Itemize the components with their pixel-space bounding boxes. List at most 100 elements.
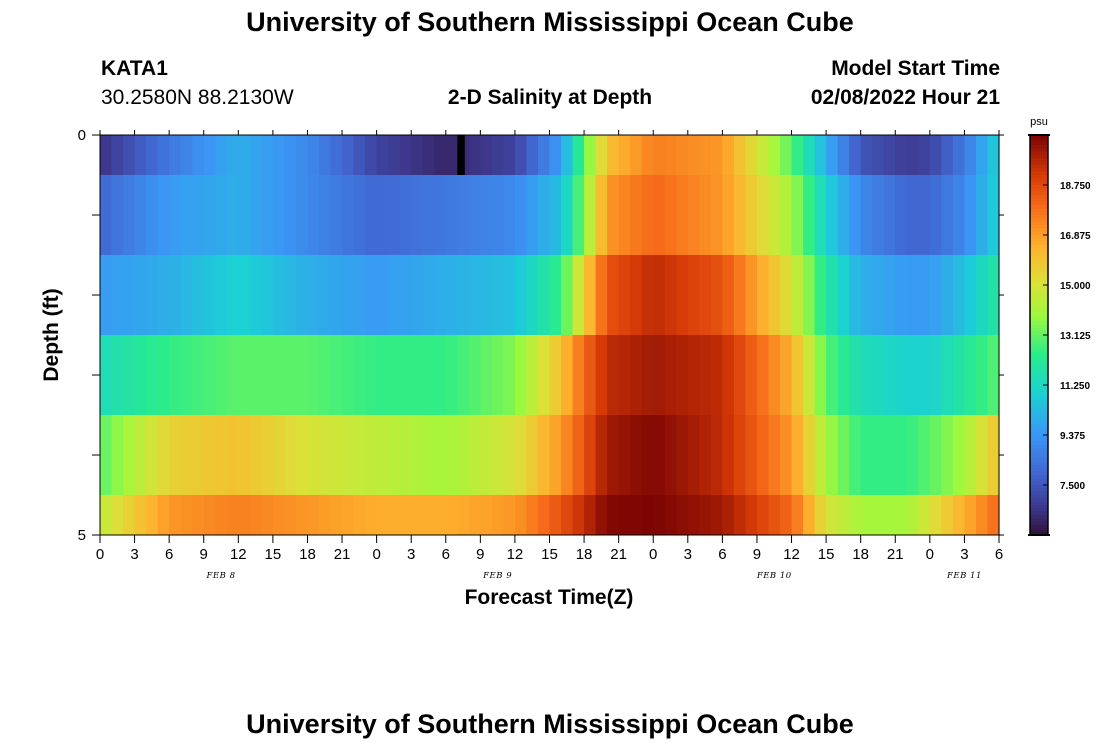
heatmap-cell <box>630 335 643 415</box>
heatmap-cell <box>353 415 366 495</box>
heatmap-cell <box>134 415 147 495</box>
heatmap-cell <box>745 335 758 415</box>
date-label: FEB 9 <box>482 571 512 581</box>
heatmap-cell <box>964 415 977 495</box>
colorbar-swatch <box>1030 185 1048 189</box>
heatmap-cell <box>849 255 862 335</box>
heatmap-cell <box>169 495 182 535</box>
heatmap-cell <box>146 415 159 495</box>
heatmap-cell <box>664 415 677 495</box>
colorbar-swatch <box>1030 445 1048 449</box>
x-tick-label: 3 <box>960 546 968 563</box>
x-tick-label: 12 <box>230 546 247 563</box>
heatmap-cell <box>134 495 147 535</box>
heatmap-cell <box>468 335 481 415</box>
heatmap-cell <box>872 255 885 335</box>
heatmap-cell <box>653 335 666 415</box>
heatmap-cell <box>664 335 677 415</box>
heatmap-cell <box>468 175 481 255</box>
heatmap-cell <box>123 415 136 495</box>
colorbar: psu 18.750 16.875 15.000 13.125 11.250 9.375 7.… <box>1028 116 1091 536</box>
heatmap-cell <box>226 415 239 495</box>
x-tick-label: 15 <box>818 546 835 563</box>
heatmap-cell <box>422 335 435 415</box>
colorbar-swatch <box>1030 375 1048 379</box>
heatmap-cell <box>607 495 620 535</box>
colorbar-swatch <box>1030 381 1048 386</box>
heatmap-cell <box>837 135 850 175</box>
heatmap-cell <box>399 175 412 255</box>
heatmap-cell <box>768 255 781 335</box>
heatmap-cell <box>699 495 712 535</box>
heatmap-cell <box>342 495 355 535</box>
heatmap-cell <box>111 175 124 255</box>
heatmap-cell <box>134 175 147 255</box>
heatmap-cell <box>653 415 666 495</box>
heatmap-cell <box>399 415 412 495</box>
heatmap-cell <box>572 495 585 535</box>
heatmap-cell <box>526 175 539 255</box>
heatmap-cell <box>768 175 781 255</box>
heatmap-cell <box>872 135 885 175</box>
heatmap-cell <box>445 415 458 495</box>
colorbar-swatch <box>1030 245 1048 249</box>
heatmap-cell <box>226 335 239 415</box>
heatmap-cell <box>192 335 205 415</box>
heatmap-cell <box>376 495 389 535</box>
heatmap-cell <box>169 135 182 175</box>
x-axis-label: Forecast Time(Z) <box>465 586 634 609</box>
heatmap-cell <box>503 255 516 335</box>
heatmap-cell <box>180 255 193 335</box>
heatmap-cell <box>745 135 758 175</box>
heatmap-cell <box>411 495 424 535</box>
colorbar-swatch <box>1030 525 1048 529</box>
heatmap-cell <box>722 175 735 255</box>
colorbar-swatch <box>1030 458 1048 463</box>
colorbar-swatch <box>1030 341 1048 346</box>
colorbar-tick-label: 7.500 <box>1060 481 1085 492</box>
heatmap-cell <box>468 495 481 535</box>
page-title: University of Southern Mississippi Ocean… <box>246 7 854 37</box>
colorbar-swatch <box>1030 391 1048 396</box>
heatmap-cell <box>664 135 677 175</box>
heatmap-cell <box>687 495 700 535</box>
heatmap-cell <box>549 335 562 415</box>
heatmap-cell <box>388 415 401 495</box>
heatmap-cell <box>733 255 747 335</box>
heatmap-cell <box>595 175 608 255</box>
y-axis-ticks: 05 <box>78 127 1004 544</box>
heatmap-cell <box>584 255 597 335</box>
heatmap-cell <box>192 415 205 495</box>
colorbar-swatch <box>1030 435 1048 439</box>
heatmap-cell <box>537 415 551 495</box>
heatmap-cell <box>480 135 493 175</box>
heatmap-cell <box>238 495 251 535</box>
colorbar-unit: psu <box>1030 116 1048 128</box>
heatmap-cell <box>445 255 458 335</box>
heatmap-cell <box>318 495 332 535</box>
heatmap-cell <box>676 255 689 335</box>
heatmap-cell <box>561 495 574 535</box>
heatmap-cell <box>803 495 816 535</box>
heatmap-cell <box>537 335 551 415</box>
station-coordinates: 30.2580N 88.2130W <box>101 86 294 109</box>
heatmap-cell <box>768 415 781 495</box>
heatmap-cell <box>941 335 954 415</box>
heatmap-cell <box>134 135 147 175</box>
heatmap-cell <box>941 415 954 495</box>
heatmap-cell <box>422 255 435 335</box>
heatmap-cell <box>561 335 574 415</box>
colorbar-swatch <box>1030 398 1048 403</box>
colorbar-swatch <box>1030 291 1048 296</box>
heatmap-cell <box>860 255 873 335</box>
heatmap-cell <box>388 175 401 255</box>
heatmap-cell <box>710 255 723 335</box>
heatmap-cell <box>491 135 504 175</box>
colorbar-swatch <box>1030 365 1048 369</box>
heatmap-cell <box>537 135 551 175</box>
x-tick-label: 21 <box>887 546 904 563</box>
heatmap-cell <box>284 135 297 175</box>
heatmap-cell <box>849 175 862 255</box>
x-tick-label: 0 <box>649 546 657 563</box>
heatmap-cell <box>422 495 435 535</box>
